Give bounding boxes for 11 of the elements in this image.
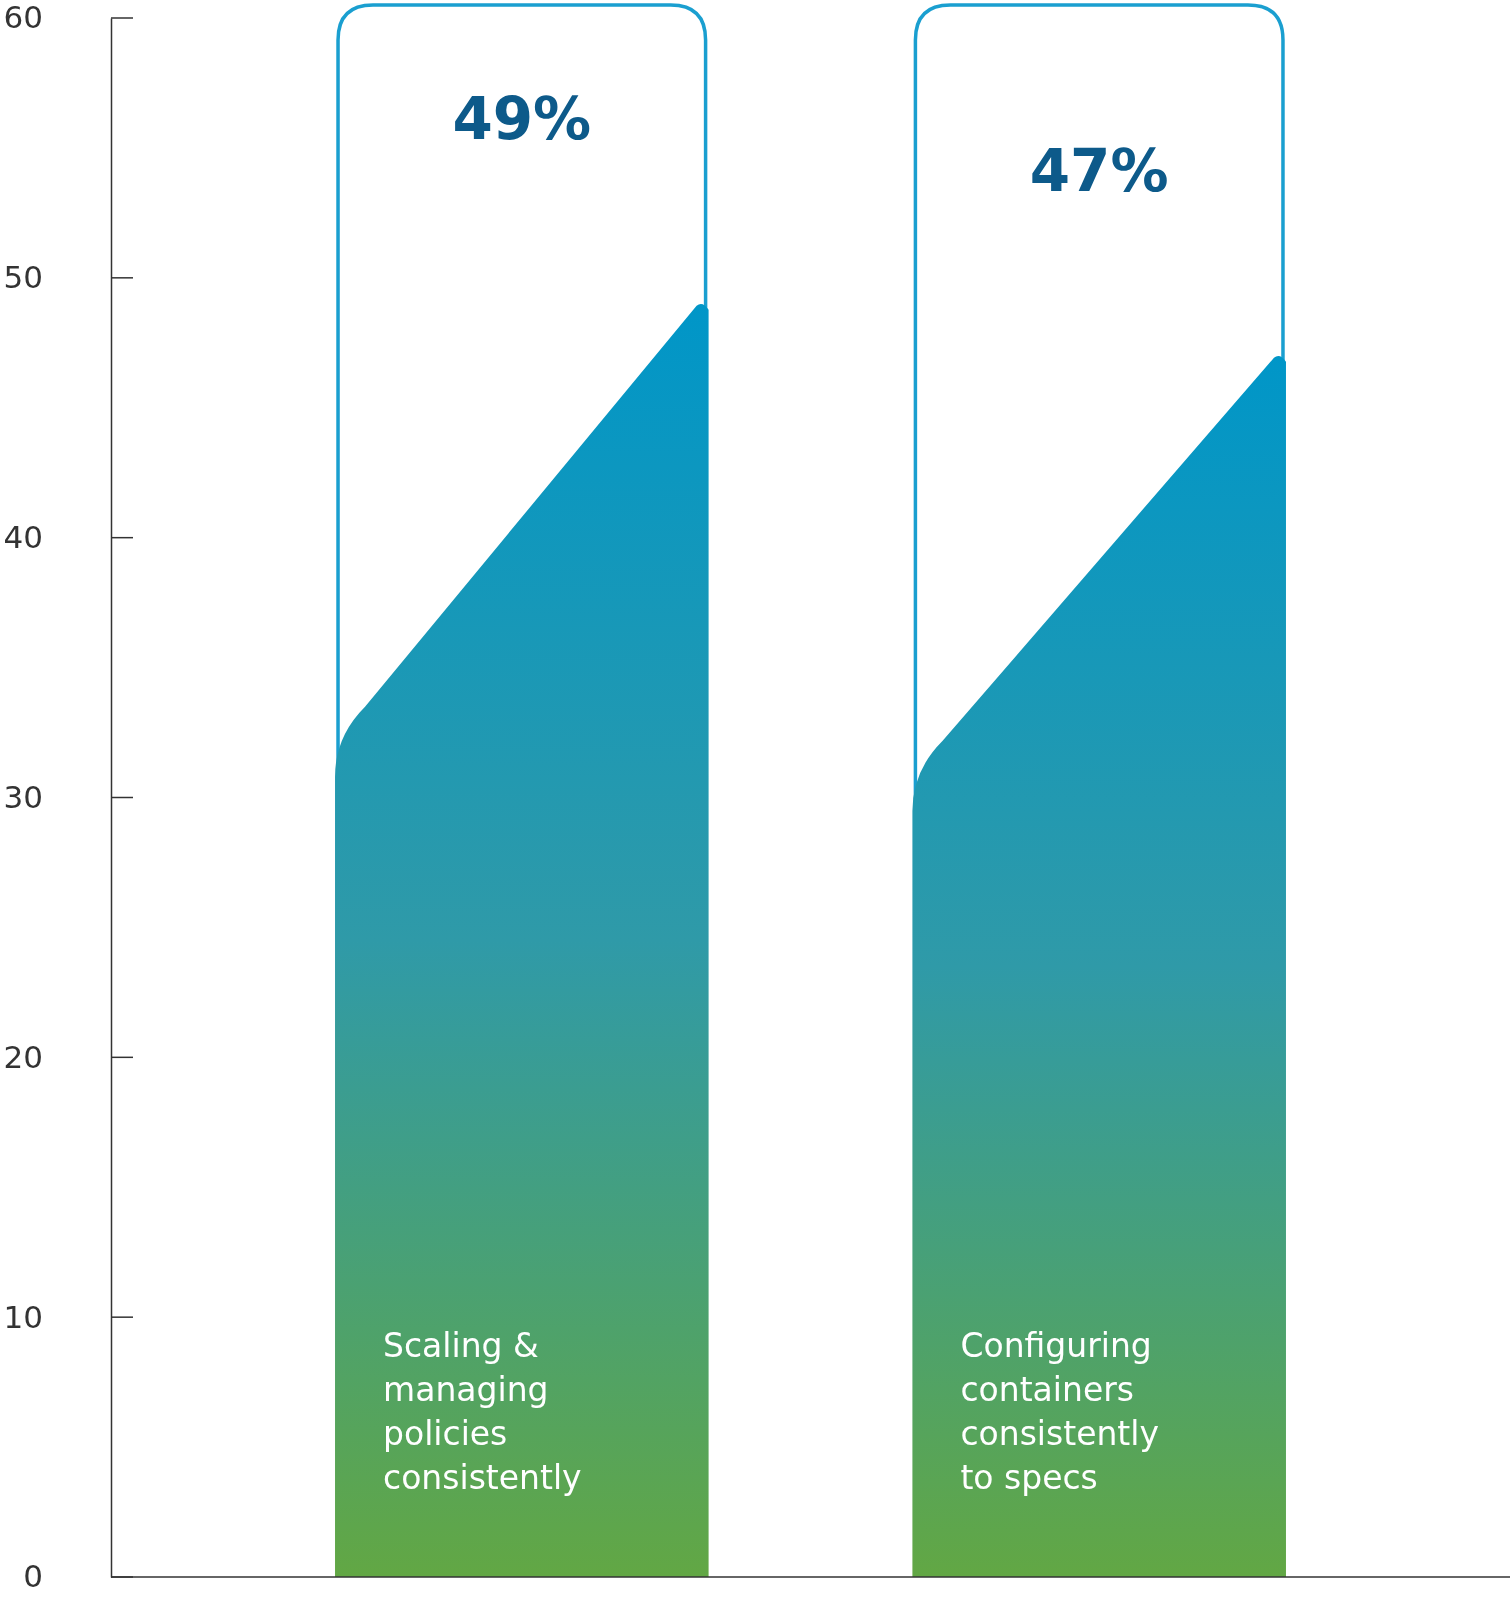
y-tick-label: 40 — [3, 519, 43, 556]
y-tick-label: 20 — [3, 1038, 43, 1075]
y-tick-label: 10 — [3, 1298, 43, 1335]
x-tick-label: Scaling & managing policies consistently — [383, 1326, 582, 1497]
data-label: 49% — [452, 84, 592, 153]
x-tick-label: Configuring containers consistently to specs — [960, 1326, 1160, 1497]
y-tick-label: 60 — [3, 0, 43, 36]
data-label: 47% — [1029, 136, 1169, 205]
y-tick-label: 30 — [3, 778, 43, 815]
y-tick-label: 50 — [3, 259, 43, 296]
y-tick-label: 0 — [23, 1558, 43, 1595]
